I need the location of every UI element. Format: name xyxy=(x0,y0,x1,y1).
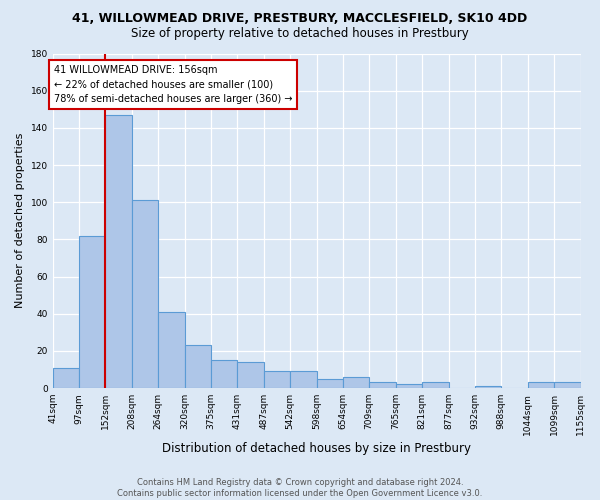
Bar xyxy=(554,382,581,388)
Bar xyxy=(264,372,290,388)
Bar xyxy=(528,382,554,388)
Bar xyxy=(158,312,185,388)
Bar xyxy=(290,372,317,388)
Bar xyxy=(475,386,502,388)
Bar xyxy=(369,382,396,388)
Bar xyxy=(396,384,422,388)
Bar xyxy=(343,377,369,388)
Bar xyxy=(238,362,264,388)
Bar xyxy=(185,346,211,388)
Text: Contains HM Land Registry data © Crown copyright and database right 2024.
Contai: Contains HM Land Registry data © Crown c… xyxy=(118,478,482,498)
Text: 41, WILLOWMEAD DRIVE, PRESTBURY, MACCLESFIELD, SK10 4DD: 41, WILLOWMEAD DRIVE, PRESTBURY, MACCLES… xyxy=(73,12,527,26)
Bar xyxy=(422,382,449,388)
Bar xyxy=(79,236,105,388)
Bar xyxy=(105,115,132,388)
Text: 41 WILLOWMEAD DRIVE: 156sqm
← 22% of detached houses are smaller (100)
78% of se: 41 WILLOWMEAD DRIVE: 156sqm ← 22% of det… xyxy=(53,64,292,104)
Bar xyxy=(53,368,79,388)
Text: Size of property relative to detached houses in Prestbury: Size of property relative to detached ho… xyxy=(131,28,469,40)
Bar xyxy=(317,379,343,388)
X-axis label: Distribution of detached houses by size in Prestbury: Distribution of detached houses by size … xyxy=(162,442,471,455)
Bar xyxy=(132,200,158,388)
Bar xyxy=(211,360,238,388)
Y-axis label: Number of detached properties: Number of detached properties xyxy=(15,133,25,308)
